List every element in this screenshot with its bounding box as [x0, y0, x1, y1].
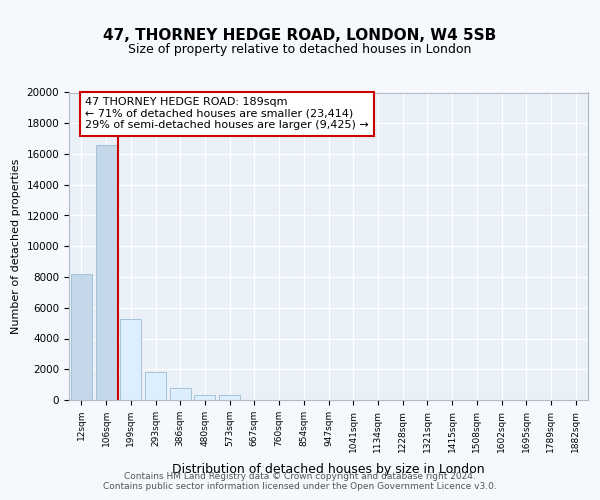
- Bar: [219, 396, 240, 400]
- Bar: [194, 394, 215, 400]
- Y-axis label: Number of detached properties: Number of detached properties: [11, 158, 21, 334]
- Text: Contains HM Land Registry data © Crown copyright and database right 2024.: Contains HM Land Registry data © Crown c…: [124, 472, 476, 481]
- Text: Size of property relative to detached houses in London: Size of property relative to detached ho…: [128, 42, 472, 56]
- Bar: [120, 318, 141, 400]
- X-axis label: Distribution of detached houses by size in London: Distribution of detached houses by size …: [172, 463, 485, 476]
- Bar: [71, 274, 92, 400]
- Bar: [145, 372, 166, 400]
- Bar: [170, 388, 191, 400]
- Text: 47 THORNEY HEDGE ROAD: 189sqm
← 71% of detached houses are smaller (23,414)
29% : 47 THORNEY HEDGE ROAD: 189sqm ← 71% of d…: [85, 97, 369, 130]
- Text: Contains public sector information licensed under the Open Government Licence v3: Contains public sector information licen…: [103, 482, 497, 491]
- Text: 47, THORNEY HEDGE ROAD, LONDON, W4 5SB: 47, THORNEY HEDGE ROAD, LONDON, W4 5SB: [103, 28, 497, 42]
- Bar: [95, 145, 116, 400]
